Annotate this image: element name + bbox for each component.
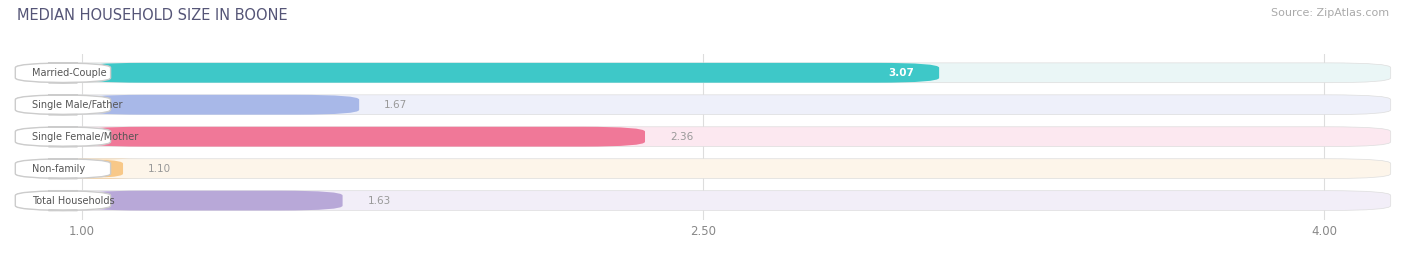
FancyBboxPatch shape [15, 127, 1391, 147]
Text: Single Female/Mother: Single Female/Mother [32, 132, 138, 142]
FancyBboxPatch shape [15, 191, 1391, 210]
Text: MEDIAN HOUSEHOLD SIZE IN BOONE: MEDIAN HOUSEHOLD SIZE IN BOONE [17, 8, 287, 23]
FancyBboxPatch shape [15, 63, 111, 83]
FancyBboxPatch shape [15, 191, 111, 210]
FancyBboxPatch shape [82, 95, 359, 115]
Text: 2.36: 2.36 [669, 132, 693, 142]
FancyBboxPatch shape [82, 191, 343, 210]
Text: 1.67: 1.67 [384, 100, 408, 110]
FancyBboxPatch shape [15, 95, 1391, 115]
Text: 3.07: 3.07 [889, 68, 914, 78]
FancyBboxPatch shape [15, 95, 111, 115]
Text: Total Households: Total Households [32, 196, 114, 206]
FancyBboxPatch shape [15, 159, 1391, 178]
FancyBboxPatch shape [15, 127, 111, 147]
Text: 1.10: 1.10 [148, 164, 172, 174]
Text: Married-Couple: Married-Couple [32, 68, 107, 78]
FancyBboxPatch shape [15, 159, 111, 178]
Text: Source: ZipAtlas.com: Source: ZipAtlas.com [1271, 8, 1389, 18]
FancyBboxPatch shape [60, 159, 143, 178]
Text: Non-family: Non-family [32, 164, 84, 174]
Text: 1.63: 1.63 [367, 196, 391, 206]
Text: Single Male/Father: Single Male/Father [32, 100, 122, 110]
FancyBboxPatch shape [15, 63, 1391, 83]
FancyBboxPatch shape [82, 127, 645, 147]
FancyBboxPatch shape [82, 63, 939, 83]
